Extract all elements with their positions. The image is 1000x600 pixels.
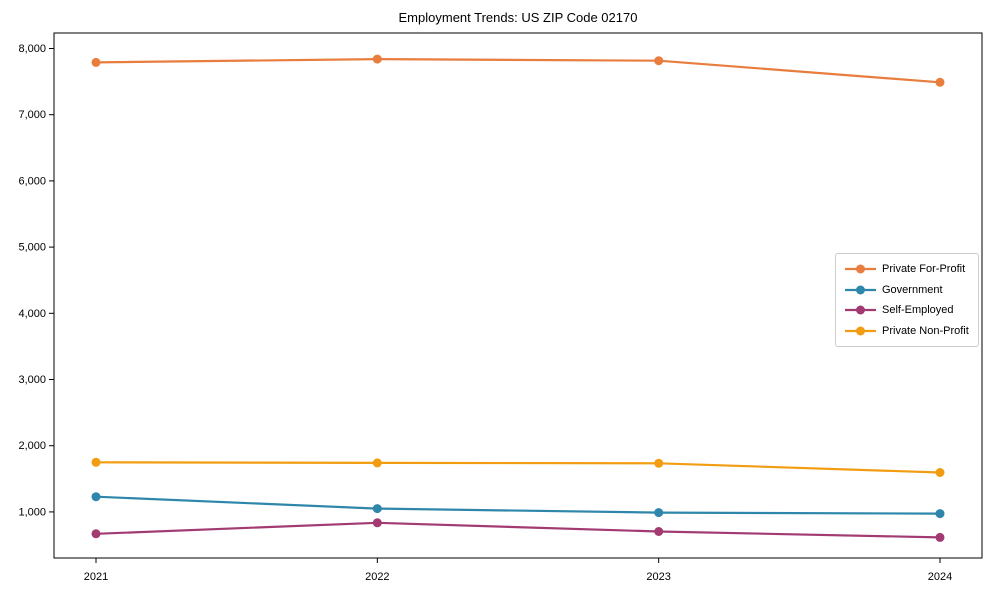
- series-line-private-non-profit: [95, 461, 941, 474]
- data-point-private-for-profit-2024: [935, 77, 945, 87]
- data-point-government-2023: [654, 508, 664, 518]
- y-tick-label: 3,000: [18, 374, 46, 386]
- y-tick-label: 5,000: [18, 242, 46, 254]
- data-point-private-for-profit-2021: [91, 57, 101, 67]
- data-point-government-2024: [935, 509, 945, 519]
- data-point-private-non-profit-2023: [654, 458, 664, 468]
- legend-item-self-employed: Self-Employed: [845, 300, 969, 321]
- legend-item-private-non-profit: Private Non-Profit: [845, 321, 969, 342]
- y-tick-label: 7,000: [18, 109, 46, 121]
- chart-title: Employment Trends: US ZIP Code 02170: [398, 10, 638, 25]
- data-point-private-non-profit-2021: [91, 457, 101, 467]
- data-point-government-2022: [372, 504, 382, 514]
- legend-label: Self-Employed: [882, 304, 954, 317]
- data-point-private-for-profit-2023: [654, 56, 664, 66]
- data-point-self-employed-2021: [91, 529, 101, 539]
- legend: Private For-Profit Government Self-Employe…: [835, 253, 979, 347]
- y-tick-label: 6,000: [18, 175, 46, 187]
- plot-frame: [53, 32, 983, 559]
- x-tick-label: 2021: [84, 571, 108, 583]
- data-point-government-2021: [91, 492, 101, 502]
- series-line-self-employed: [95, 521, 941, 539]
- legend-marker-icon: [845, 305, 876, 315]
- legend-item-private-for-profit: Private For-Profit: [845, 259, 969, 280]
- data-point-private-for-profit-2022: [372, 54, 382, 64]
- legend-item-government: Government: [845, 280, 969, 301]
- x-tick-label: 2024: [928, 571, 952, 583]
- data-point-private-non-profit-2022: [372, 458, 382, 468]
- legend-label: Government: [882, 283, 943, 296]
- data-point-private-non-profit-2024: [935, 468, 945, 477]
- legend-label: Private Non-Profit: [882, 324, 969, 337]
- series-line-private-for-profit: [95, 57, 941, 84]
- x-tick-label: 2022: [365, 571, 389, 583]
- y-tick-label: 4,000: [18, 308, 46, 320]
- data-point-self-employed-2023: [654, 527, 664, 536]
- legend-marker-icon: [845, 326, 876, 336]
- y-tick-label: 8,000: [18, 43, 46, 55]
- y-tick-label: 1,000: [18, 506, 46, 518]
- legend-label: Private For-Profit: [882, 263, 966, 276]
- legend-marker-icon: [845, 264, 876, 274]
- y-tick-label: 2,000: [18, 440, 46, 452]
- x-tick-label: 2023: [646, 571, 670, 583]
- data-point-self-employed-2024: [935, 532, 945, 542]
- series-line-government: [95, 495, 941, 515]
- data-point-self-employed-2022: [372, 518, 382, 528]
- legend-marker-icon: [845, 285, 876, 295]
